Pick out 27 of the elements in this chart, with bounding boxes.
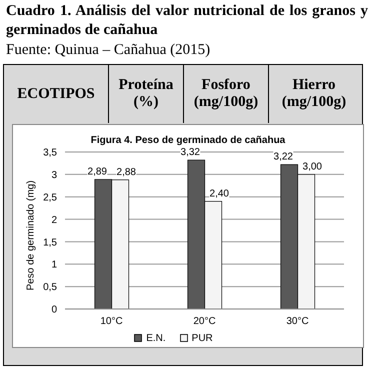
data-label: 3,22 (274, 152, 294, 163)
y-tick-label: 0 (51, 304, 58, 316)
data-label: 2,89 (88, 166, 108, 178)
chart-subtitle: Fuente: Quinua – Cañahua (2015) (6, 42, 210, 59)
chart-title: Cuadro 1. Análisis del valor nutricional de los granos y germinados de cañahua (6, 2, 368, 40)
y-tick-label: 1,5 (43, 237, 58, 248)
data-label: 2,88 (116, 166, 136, 178)
text: Fosforo (mg/100g) (184, 65, 269, 123)
y-tick-label: 3 (51, 170, 58, 181)
data-label: 3,32 (180, 147, 200, 158)
data-label: 2,40 (210, 188, 230, 200)
x-tick-label: 30°C (286, 316, 309, 328)
y-tick-label: 1 (51, 260, 58, 271)
y-tick-label: 2,5 (43, 192, 58, 204)
text: Figura 4. Peso de germinado de cañahua (90, 135, 286, 146)
text: Proteína (%) (109, 65, 184, 123)
legend-label: E.N. (146, 333, 166, 344)
text: Hierro (mg/100g) (280, 76, 348, 112)
y-tick-label: 3,5 (43, 148, 58, 159)
legend-label: PUR (192, 333, 213, 344)
x-tick-label: 10°C (100, 316, 123, 328)
y-axis-title: Peso de germinado (mg) (26, 180, 37, 290)
data-label: 3,00 (302, 161, 322, 172)
x-tick-label: 20°C (193, 316, 216, 328)
y-tick-label: 0,5 (43, 282, 58, 294)
y-tick-label: 2 (51, 214, 58, 226)
text: ECOTIPOS (4, 65, 109, 123)
